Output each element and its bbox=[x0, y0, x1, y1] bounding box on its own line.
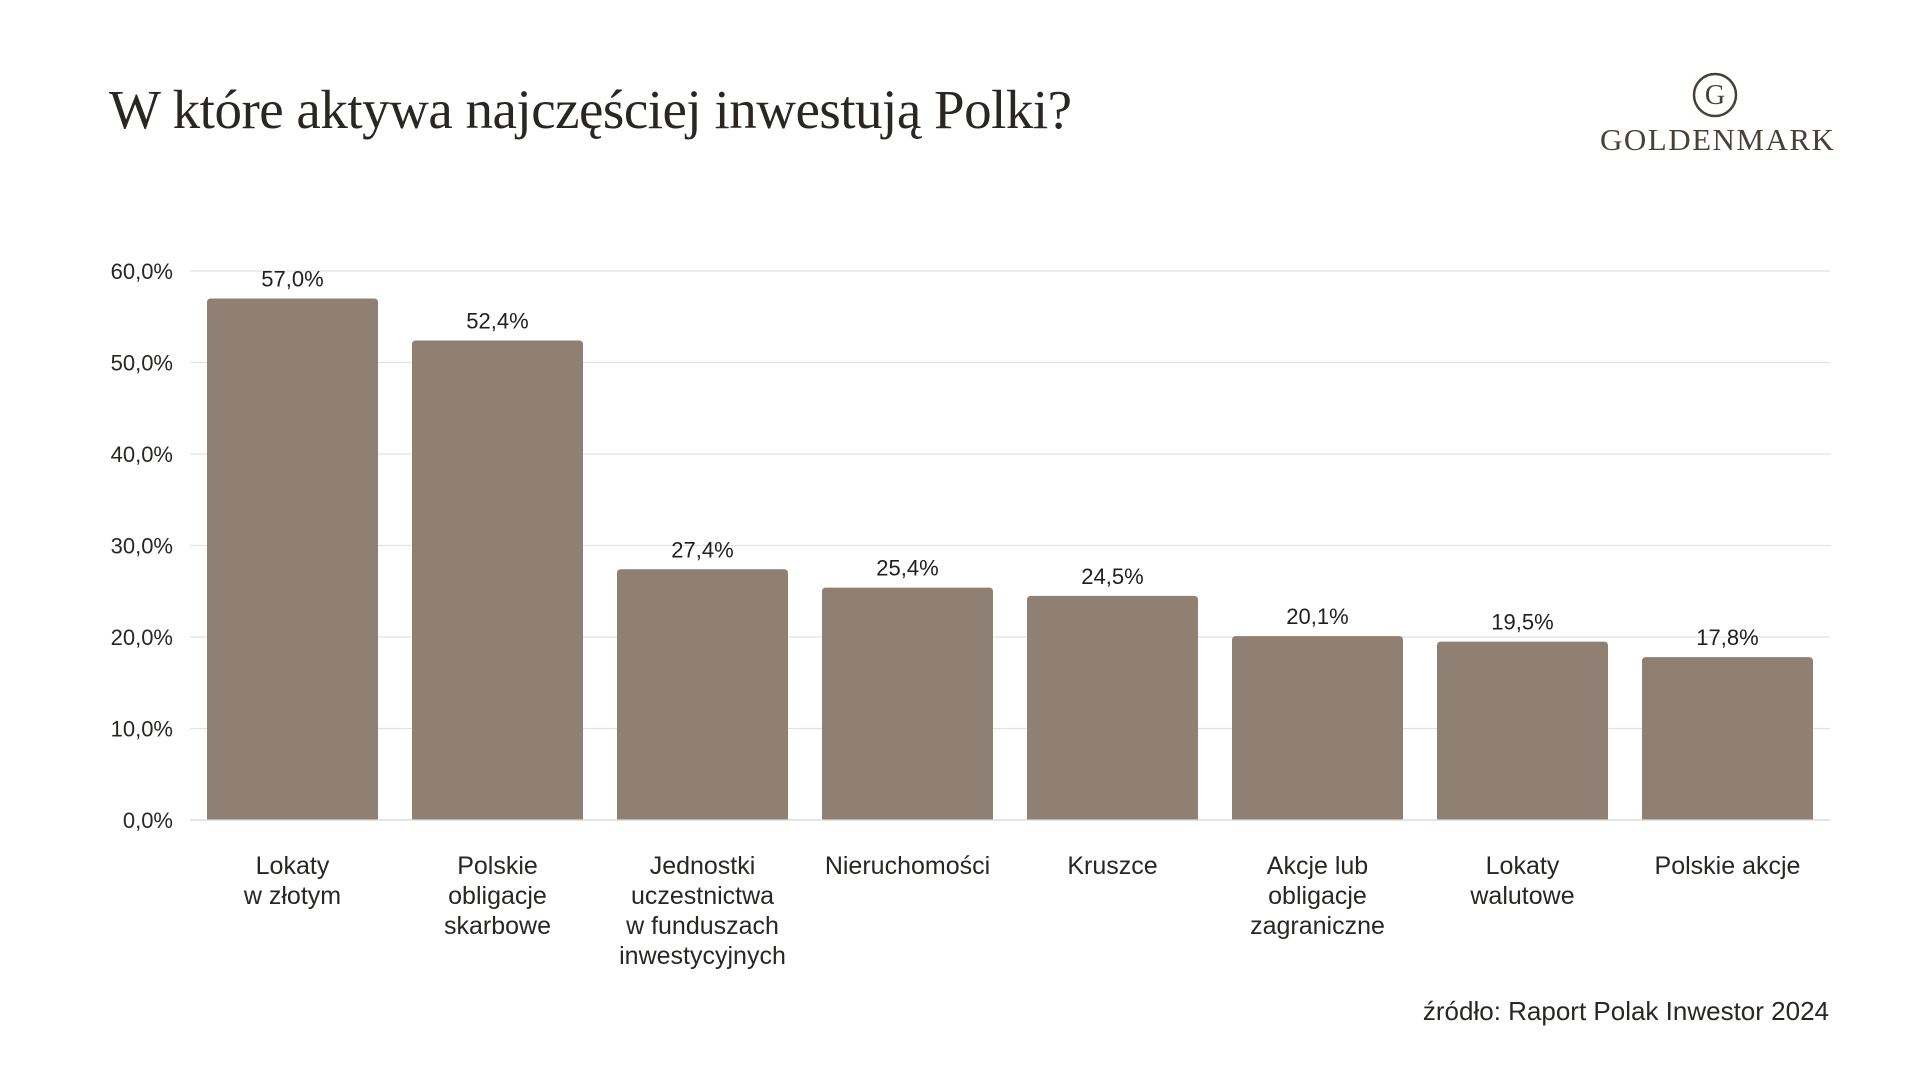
x-tick-label-line: Nieruchomości bbox=[825, 852, 990, 880]
bar bbox=[1642, 657, 1813, 820]
x-tick-label-line: obligacje bbox=[1268, 882, 1367, 910]
y-tick-label: 10,0% bbox=[111, 717, 173, 742]
x-tick-label: Akcje lub obligacje zagraniczne bbox=[1250, 852, 1385, 940]
data-label: 25,4% bbox=[876, 556, 938, 581]
y-tick-label: 40,0% bbox=[111, 442, 173, 467]
data-label: 24,5% bbox=[1081, 564, 1143, 589]
source-note: źródło: Raport Polak Inwestor 2024 bbox=[1422, 996, 1829, 1026]
x-tick-label-line: Lokaty bbox=[256, 852, 330, 880]
x-tick-label-line: w złotym bbox=[243, 882, 341, 910]
x-tick-label-line: Polskie bbox=[457, 852, 538, 880]
x-tick-label: Jednostki uczestnictwa w funduszach inwesty… bbox=[619, 852, 786, 970]
bar bbox=[207, 298, 378, 820]
x-tick-label: Lokaty walutowe bbox=[1469, 852, 1574, 910]
chart-title: W które aktywa najczęściej inwestują Pol… bbox=[109, 79, 1072, 140]
x-tick-label-line: walutowe bbox=[1469, 882, 1574, 910]
x-tick-label-line: zagraniczne bbox=[1250, 912, 1385, 940]
x-tick-label-line: Polskie akcje bbox=[1655, 852, 1801, 880]
bar bbox=[1027, 595, 1198, 820]
x-tick-label-line: Kruszce bbox=[1067, 852, 1157, 880]
goldenmark-emblem-icon: G bbox=[1692, 72, 1738, 118]
data-label: 52,4% bbox=[466, 309, 528, 334]
data-label: 57,0% bbox=[261, 266, 323, 291]
y-tick-label: 60,0% bbox=[111, 259, 173, 284]
svg-text:G: G bbox=[1705, 80, 1725, 111]
x-tick-label-line: inwestycyjnych bbox=[619, 942, 786, 970]
x-tick-label: Nieruchomości bbox=[825, 852, 990, 880]
data-label: 19,5% bbox=[1491, 610, 1553, 635]
x-tick-label: Polskie akcje bbox=[1655, 852, 1801, 880]
x-tick-label: Kruszce bbox=[1067, 852, 1157, 880]
brand-name: GOLDENMARK bbox=[1600, 122, 1836, 157]
x-tick-label: Polskie obligacje skarbowe bbox=[444, 852, 551, 940]
x-tick-label-line: obligacje bbox=[448, 882, 547, 910]
bar-chart: 0,0% 10,0% 20,0% 30,0% 40,0% 50,0% 60,0% 57,0% L… bbox=[111, 259, 1830, 970]
bar bbox=[822, 587, 993, 820]
x-tick-label: Lokaty w złotym bbox=[243, 852, 341, 910]
bar bbox=[412, 340, 583, 820]
y-tick-label: 50,0% bbox=[111, 351, 173, 376]
x-tick-label-line: Akcje lub bbox=[1267, 852, 1368, 880]
bar bbox=[1232, 636, 1403, 820]
brand-logo: G GOLDENMARK bbox=[1600, 70, 1836, 158]
x-tick-label-line: uczestnictwa bbox=[631, 882, 774, 910]
bar bbox=[1437, 641, 1608, 820]
x-tick-label-line: skarbowe bbox=[444, 912, 551, 940]
x-tick-label-line: Lokaty bbox=[1486, 852, 1560, 880]
x-tick-label-line: w funduszach bbox=[625, 912, 779, 940]
data-label: 27,4% bbox=[671, 537, 733, 562]
data-label: 17,8% bbox=[1696, 625, 1758, 650]
y-tick-label: 20,0% bbox=[111, 625, 173, 650]
y-tick-label: 30,0% bbox=[111, 534, 173, 559]
y-tick-label: 0,0% bbox=[123, 808, 173, 833]
data-label: 20,1% bbox=[1286, 604, 1348, 629]
bar bbox=[617, 569, 788, 820]
x-tick-label-line: Jednostki bbox=[650, 852, 756, 880]
